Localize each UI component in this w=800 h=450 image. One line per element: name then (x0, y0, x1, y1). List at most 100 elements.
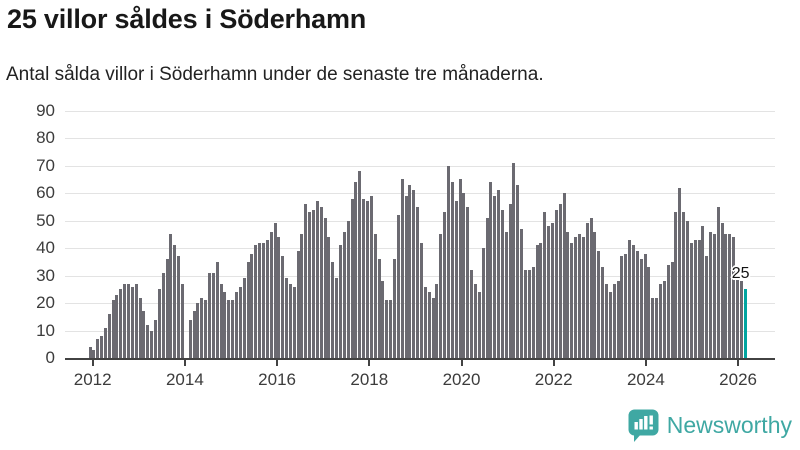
bar (412, 190, 416, 358)
bar (354, 182, 358, 358)
x-axis-tick (644, 360, 647, 366)
bar (581, 237, 585, 358)
bar (150, 330, 154, 358)
bar (315, 201, 319, 358)
bar (130, 286, 134, 358)
bar (396, 215, 400, 358)
bar (393, 259, 396, 358)
x-axis-label: 2012 (73, 370, 112, 389)
bar (481, 248, 485, 358)
bar (154, 319, 158, 358)
bar (574, 237, 578, 358)
bar (705, 256, 709, 358)
bar (169, 234, 173, 358)
bar (103, 327, 107, 358)
bar (319, 206, 323, 358)
bar (115, 294, 119, 358)
bar (188, 319, 192, 358)
bar (242, 278, 246, 358)
highlight-bar (743, 289, 747, 358)
bar (192, 311, 196, 358)
y-axis-label: 0 (45, 348, 55, 367)
bar (134, 283, 138, 358)
x-axis (65, 358, 775, 360)
bar (512, 162, 516, 358)
y-axis-label: 40 (36, 238, 55, 258)
bar (300, 234, 304, 358)
y-axis-label: 90 (36, 100, 55, 120)
bar (628, 239, 632, 358)
bar (204, 300, 208, 358)
bar (123, 283, 127, 358)
bar (285, 278, 289, 358)
bar (231, 300, 235, 358)
bar (593, 231, 597, 358)
bar (462, 193, 466, 358)
bar (724, 234, 728, 358)
bar (234, 292, 238, 358)
bar (369, 195, 373, 358)
bar (366, 201, 370, 358)
bar (119, 289, 123, 358)
last-value-label: 25 (731, 265, 750, 283)
bar (578, 234, 582, 358)
bar (732, 237, 736, 358)
bar (161, 272, 165, 358)
gridline (65, 165, 775, 167)
bar (304, 204, 308, 358)
bar (312, 209, 316, 358)
bar (427, 292, 431, 358)
bar (531, 267, 535, 358)
bar (358, 171, 362, 358)
bar (308, 212, 312, 358)
bar (709, 231, 713, 358)
x-axis-label: 2024 (626, 370, 665, 389)
gridline (65, 110, 775, 112)
bar (520, 228, 524, 358)
bar (585, 223, 589, 358)
bar (508, 204, 512, 358)
bar (485, 217, 489, 358)
x-axis-label: 2020 (442, 370, 481, 389)
bar (254, 245, 258, 358)
bar (281, 256, 285, 358)
bar (100, 336, 104, 358)
bar (651, 297, 655, 358)
bar (443, 212, 447, 358)
bar (524, 270, 528, 358)
bar (223, 292, 227, 358)
bar (250, 253, 254, 358)
bar (111, 300, 115, 358)
bar (227, 300, 231, 358)
x-axis-tick (183, 360, 186, 366)
x-axis-tick (460, 360, 463, 366)
bar (477, 292, 481, 358)
bar (350, 198, 354, 358)
bar (196, 303, 200, 358)
bar (265, 239, 269, 358)
bar (177, 256, 181, 358)
bar (666, 264, 670, 358)
bar (258, 242, 262, 358)
x-axis-label: 2022 (534, 370, 573, 389)
bar (200, 297, 204, 358)
bar (431, 297, 435, 358)
bar (616, 281, 620, 358)
bar (497, 190, 501, 358)
bar (624, 253, 628, 358)
bar (296, 250, 300, 358)
bar (597, 250, 601, 358)
bar (292, 286, 296, 358)
bar (138, 297, 142, 358)
bar (215, 261, 219, 358)
bar (643, 253, 647, 358)
bar (454, 201, 458, 358)
bar (88, 347, 92, 358)
bar (127, 283, 131, 358)
bar (728, 234, 732, 358)
bar (562, 193, 566, 358)
bar-chart-speech-bubble-icon (628, 409, 659, 442)
bar (458, 179, 462, 358)
bar (165, 259, 169, 358)
bar (655, 297, 659, 358)
